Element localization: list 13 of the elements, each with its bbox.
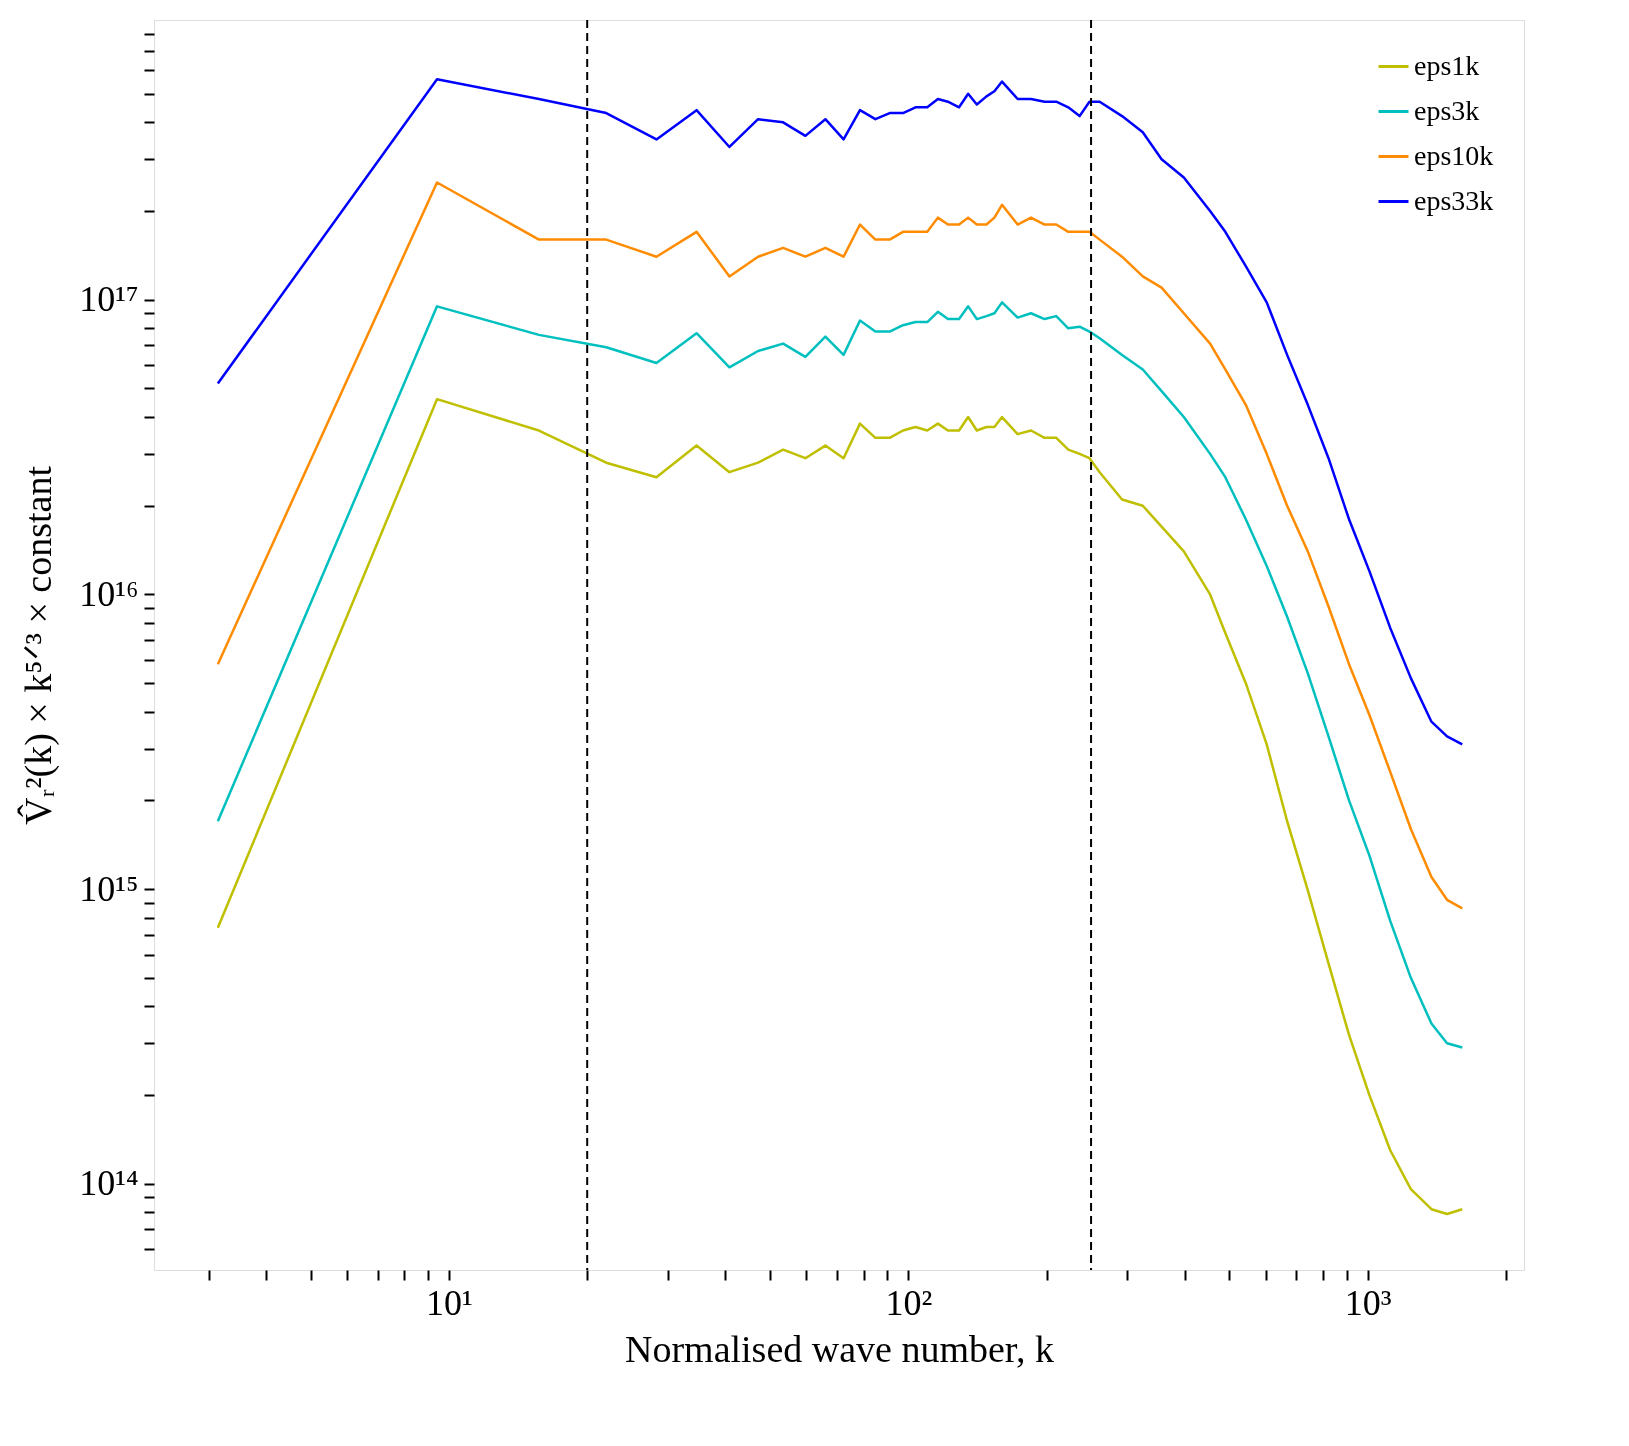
y-axis-title: V̂ᵣ²(k) × k⁵ᐟ³ × constant: [16, 465, 61, 826]
y-tick-label: 10¹⁶: [79, 573, 139, 614]
legend-label: eps1k: [1414, 49, 1480, 81]
x-tick-label: 10¹: [426, 1282, 473, 1323]
x-axis-title: Normalised wave number, k: [624, 1327, 1055, 1370]
x-tick-label: 10³: [1344, 1282, 1392, 1323]
legend-label: eps10k: [1414, 139, 1494, 171]
y-tick-label: 10¹⁴: [79, 1163, 139, 1204]
x-tick-label: 10²: [885, 1282, 933, 1323]
legend-label: eps3k: [1414, 94, 1480, 126]
legend-label: eps33k: [1414, 184, 1494, 216]
y-tick-label: 10¹⁵: [79, 868, 139, 909]
y-tick-label: 10¹⁷: [79, 279, 139, 320]
